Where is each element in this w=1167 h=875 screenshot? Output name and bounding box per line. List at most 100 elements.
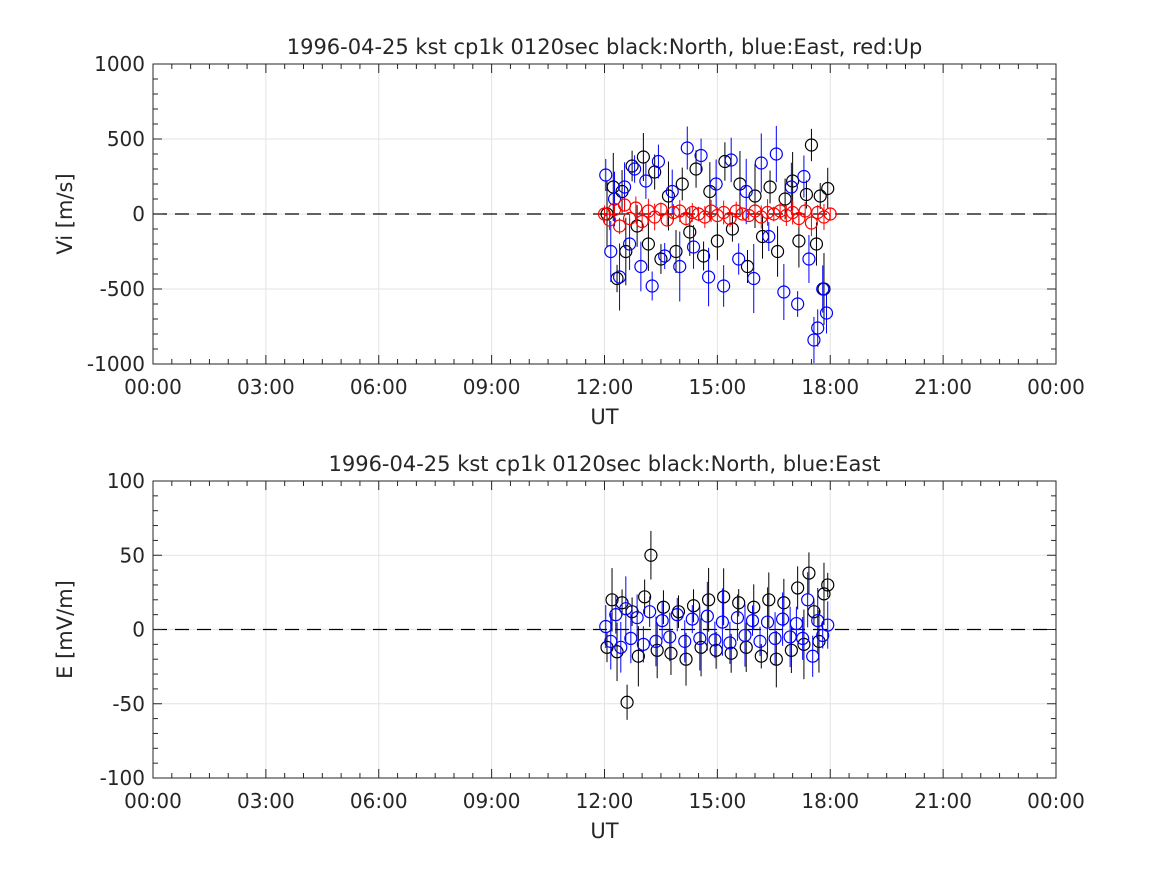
data-point [762,229,776,244]
data-point [701,270,716,284]
x-tick-label: 06:00 [350,789,408,813]
data-point [622,237,637,251]
data-point [724,646,738,660]
data-point [724,153,738,167]
data-point [609,608,623,622]
data-point [679,652,693,666]
data-point [670,608,684,622]
data-point [786,174,800,188]
data-point [801,593,815,607]
data-point [802,252,816,266]
data-point [799,187,814,202]
data-point [753,634,767,648]
data-point [625,159,639,173]
velocity-panel: 00:00 03:00 06:00 09:00 12:00 15:00 18:00 21:00… [53,35,1085,429]
x-tick-label: 00:00 [124,375,182,399]
data-point [710,234,724,248]
data-point [654,252,668,266]
x-tick-label: 00:00 [124,789,182,813]
data-point [816,628,830,643]
x-axis-label: UT [590,819,618,843]
data-point [797,637,811,651]
data-point [754,156,768,170]
x-tick-label: 03:00 [237,789,295,813]
data-point [669,244,683,259]
x-tick-label: 09:00 [463,789,521,813]
data-point [664,646,678,660]
data-point [685,612,699,626]
data-point [784,180,798,194]
data-point [748,189,762,203]
data-point [763,180,777,194]
data-point [639,174,653,188]
x-tick-label: 12:00 [576,375,634,399]
data-point [777,596,791,610]
x-tick-label: 00:00 [1027,789,1085,813]
x-tick-label: 15:00 [689,789,747,813]
y-tick-label: 500 [107,127,145,151]
data-point [809,237,824,251]
data-point [654,202,668,217]
data-point [686,240,701,254]
data-point [655,613,669,628]
x-axis-label: UT [590,405,618,429]
data-point [784,643,798,657]
data-point [612,270,627,284]
data-point [732,596,746,610]
y-tick-label: -1000 [87,352,145,376]
data-point [693,631,707,646]
data-point [791,297,805,311]
x-tick-label: 09:00 [463,375,521,399]
data-point [804,138,819,152]
data-point [770,244,785,259]
data-point [599,619,613,634]
data-point [804,216,819,230]
data-point [602,213,617,227]
data-point [796,631,810,646]
data-point [630,611,644,625]
data-point [791,581,805,595]
data-point [745,613,760,628]
data-point [612,219,627,233]
data-point [663,630,677,644]
data-point [680,141,694,155]
data-point [629,201,643,215]
data-point [732,252,746,266]
data-point [604,634,618,648]
y-tick-label: 0 [132,618,145,642]
data-point [768,631,782,646]
y-tick-label: -100 [100,766,145,790]
data-point [738,628,752,643]
data-point [760,615,775,629]
data-point [813,189,827,203]
data-point [636,150,650,164]
chart-title: 1996-04-25 kst cp1k 0120sec black:North,… [287,35,923,59]
data-point [802,566,816,580]
y-tick-label: -50 [112,692,145,716]
data-point [627,162,642,176]
data-point [821,181,835,196]
data-point [631,649,645,663]
data-point [708,633,722,647]
data-point [619,602,633,616]
data-point [665,184,679,199]
data-point [634,259,648,274]
data-point [599,168,613,182]
data-point [701,593,716,607]
data-point [806,649,820,663]
data-point [678,634,692,648]
data-point [821,578,835,592]
data-point [747,271,761,286]
data-point [656,600,671,614]
data-point [641,237,655,251]
data-point [715,615,729,629]
x-tick-label: 21:00 [914,375,972,399]
data-point [673,259,687,274]
y-tick-label: 0 [132,202,145,226]
data-point [739,184,753,199]
data-point [649,634,663,648]
data-point [723,636,737,650]
data-point [717,590,731,604]
data-point [630,219,644,233]
